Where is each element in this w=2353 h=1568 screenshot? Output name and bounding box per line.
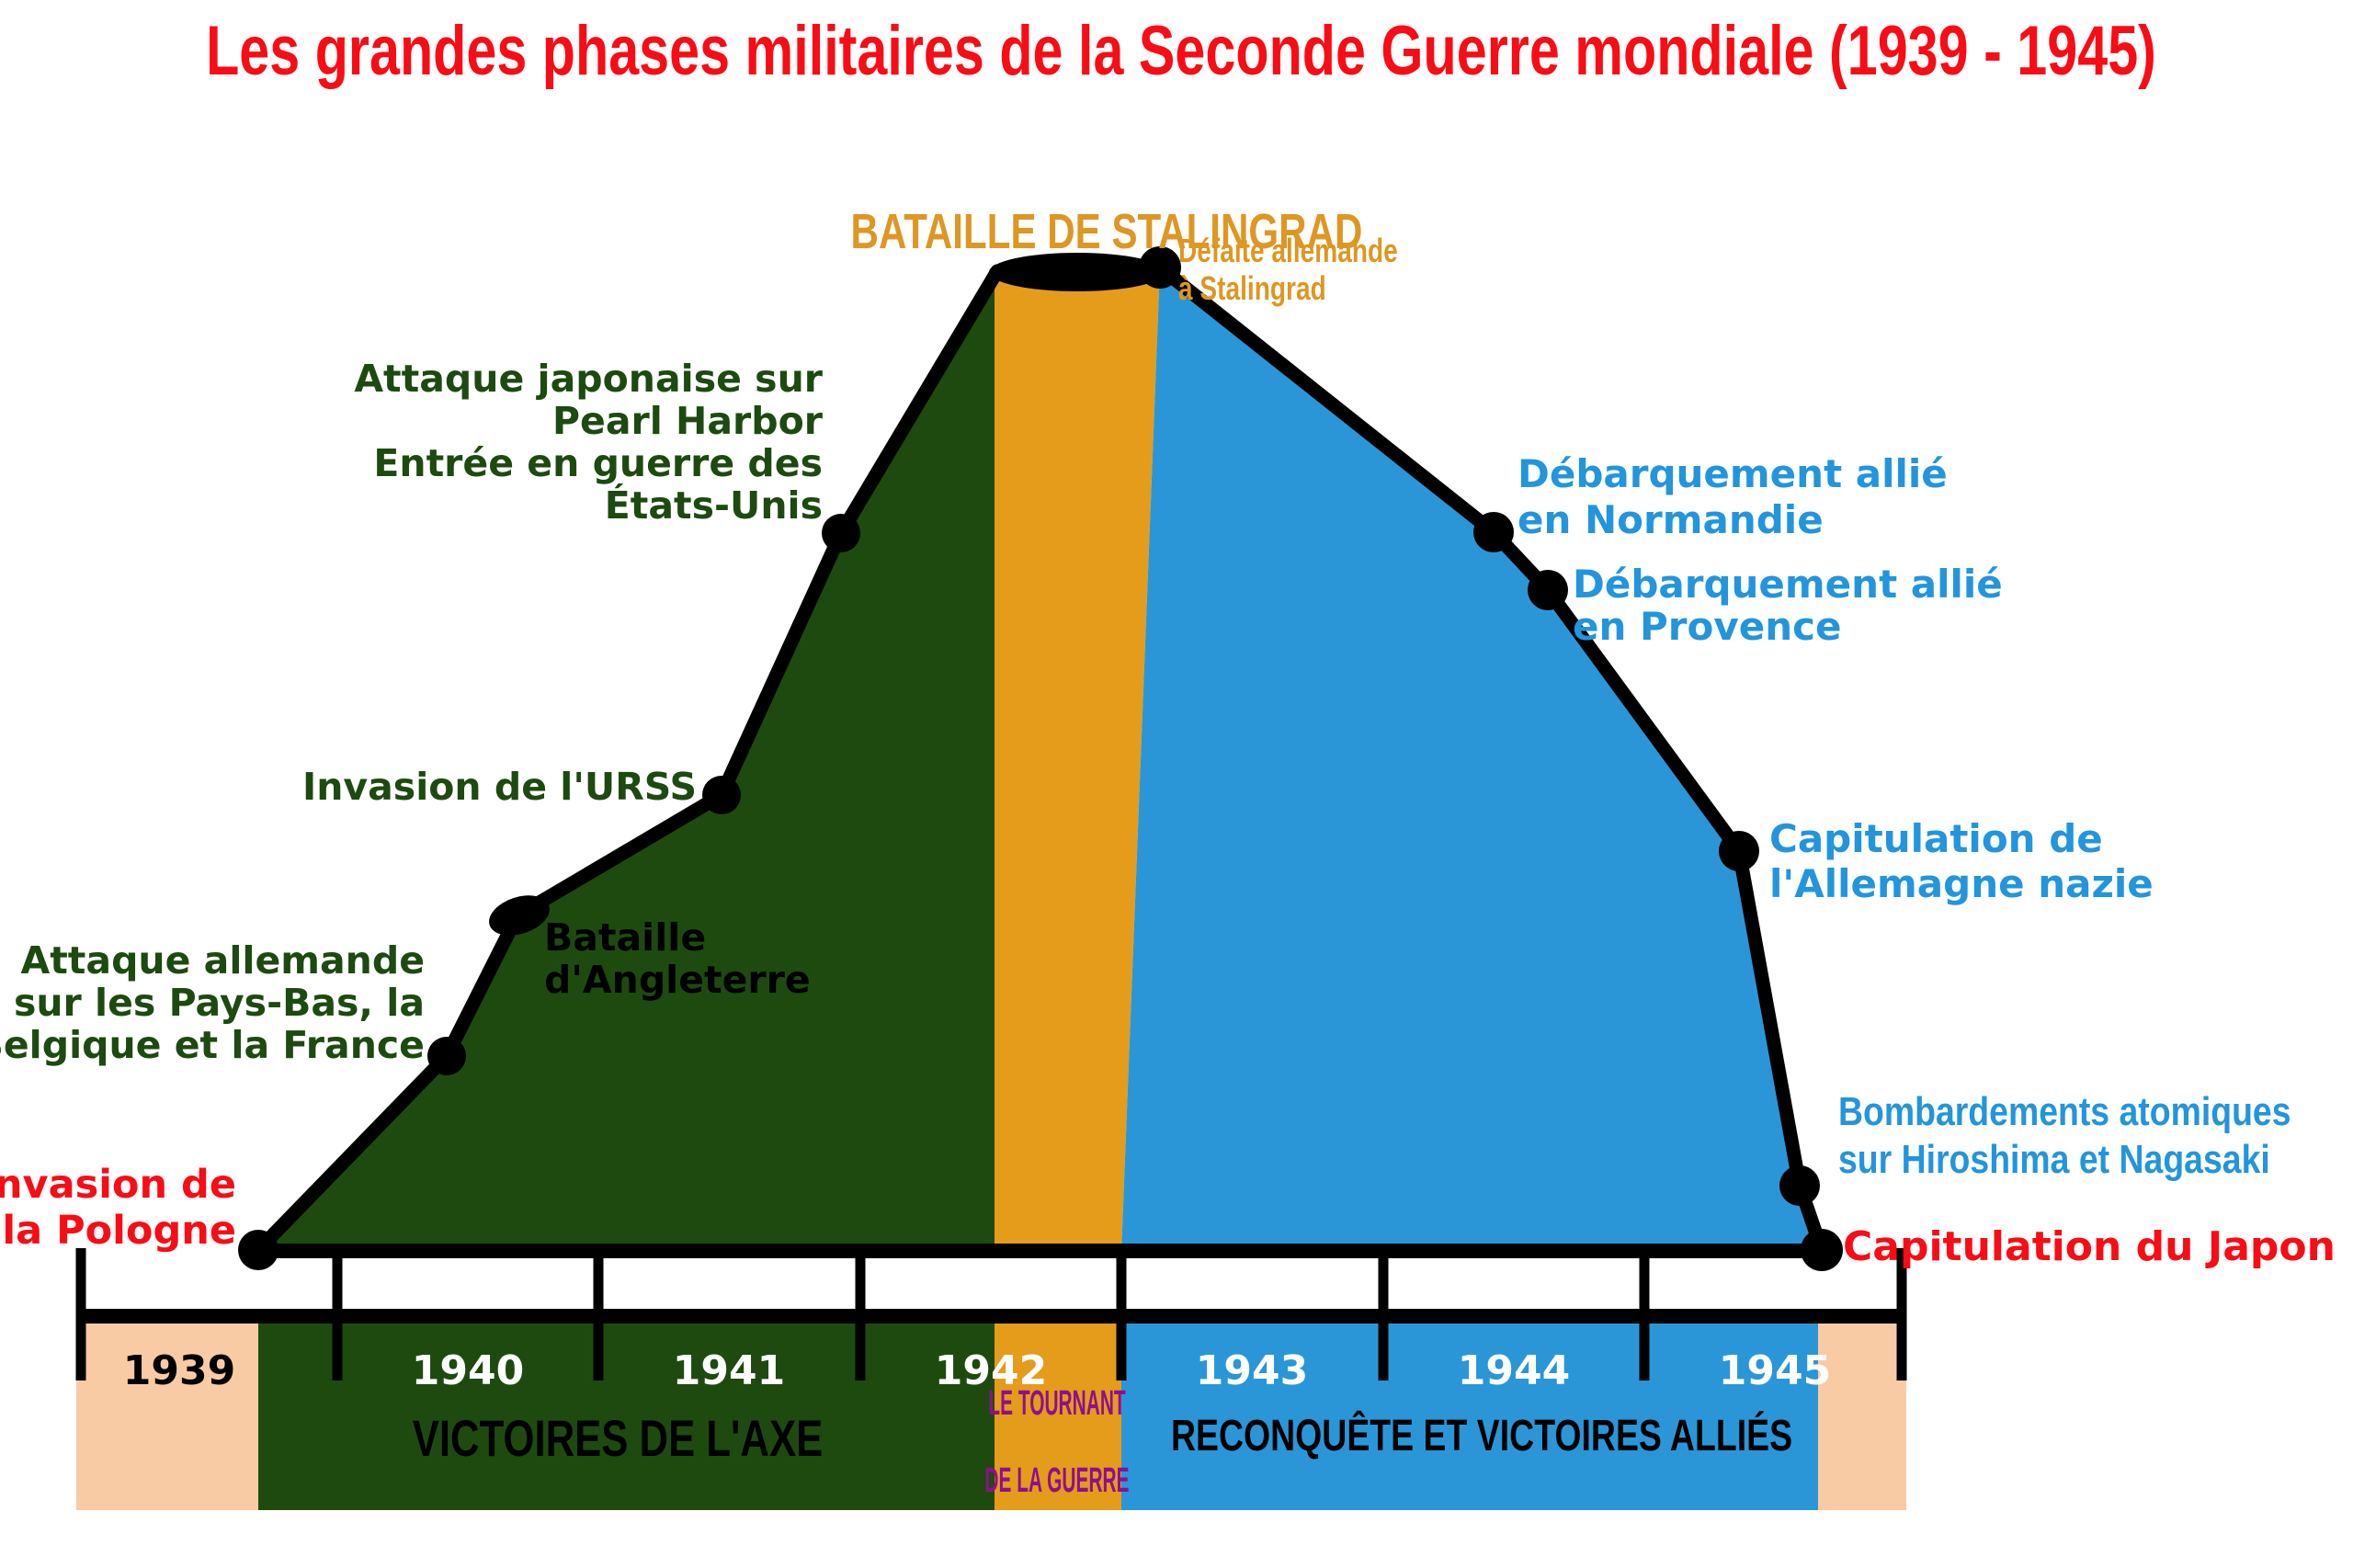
normandie-line1: Débarquement allié: [1518, 451, 1948, 496]
region-axis-victories: [258, 271, 995, 1252]
pearl-harbor-line2: Pearl Harbor: [551, 399, 823, 443]
allemagne-line1: Capitulation de: [1769, 816, 2103, 861]
year-1939: 1939: [122, 1347, 236, 1394]
band-peach-right: [1818, 1324, 1906, 1510]
event-dot-pays-bas: [427, 1037, 466, 1075]
battle-britain-line2: d'Angleterre: [544, 958, 811, 1002]
stalingrad-defeat-label: Défaite allemande à Stalingrad: [1178, 233, 1460, 308]
event-dot-provence: [1528, 570, 1568, 610]
pays-bas-line3: Belgique et la France: [0, 1023, 425, 1067]
band-peach-left: [76, 1324, 258, 1510]
urss-line1: Invasion de l'URSS: [301, 765, 697, 809]
battle-britain-ellipse: [489, 895, 550, 936]
band-turning-point: [995, 1324, 1121, 1510]
year-1942: 1942: [934, 1347, 1048, 1394]
year-1944: 1944: [1457, 1347, 1571, 1394]
event-dot-pologne: [238, 1230, 278, 1270]
pearl-harbor-line4: États-Unis: [604, 483, 823, 528]
phase-allies-caption: RECONQUÊTE ET VICTOIRES ALLIÉS: [1170, 1412, 1793, 1460]
event-dot-allemagne: [1719, 831, 1759, 871]
phase-axis-caption: VICTOIRES DE L'AXE: [412, 1409, 824, 1467]
pologne-line2: la Pologne: [2, 1208, 236, 1254]
pays-bas-line2: sur les Pays-Bas, la: [13, 981, 425, 1025]
stalingrad-defeat-line2: à Stalingrad: [1178, 269, 1326, 307]
year-1940: 1940: [411, 1347, 525, 1394]
event-dot-japon: [1801, 1229, 1843, 1271]
pologne-label: Invasion de la Pologne: [0, 1162, 236, 1254]
region-allied-victories: [1121, 267, 1822, 1252]
stalingrad-defeat-line1: Défaite allemande: [1178, 232, 1398, 269]
pearl-harbor-line1: Attaque japonaise sur: [354, 357, 823, 401]
band-top-line: [76, 1309, 1906, 1324]
battle-britain-line1: Bataille: [544, 915, 707, 960]
band-allied-victories: [1121, 1324, 1818, 1510]
normandie-line2: en Normandie: [1518, 497, 1824, 542]
stalingrad-heading: BATAILLE DE STALINGRAD: [850, 204, 1363, 259]
phase-turning-caption-line2: DE LA GUERRE: [984, 1461, 1130, 1500]
event-dot-normandie: [1473, 512, 1514, 552]
provence-label: Débarquement allié en Provence: [1573, 563, 2003, 648]
normandie-label: Débarquement allié en Normandie: [1518, 451, 1948, 543]
pologne-line1: Invasion de: [0, 1162, 236, 1208]
allemagne-line2: l'Allemagne nazie: [1769, 861, 2154, 906]
pearl-harbor-label: Attaque japonaise sur Pearl Harbor Entré…: [354, 358, 823, 527]
japon-label: Capitulation du Japon: [1843, 1223, 2336, 1270]
battle-britain-label: Bataille d'Angleterre: [544, 916, 811, 1001]
phase-turning-caption-line1: LE TOURNANT: [988, 1384, 1126, 1423]
hiroshima-label: Bombardements atomiques sur Hiroshima et…: [1838, 1088, 2353, 1184]
provence-line2: en Provence: [1573, 604, 1842, 649]
pearl-harbor-line3: Entrée en guerre des: [373, 441, 823, 485]
pays-bas-label: Attaque allemande sur les Pays-Bas, la B…: [0, 939, 425, 1066]
provence-line1: Débarquement allié: [1573, 562, 2003, 607]
urss-label: Invasion de l'URSS: [302, 765, 697, 809]
summit-cap-ellipse: [989, 253, 1165, 291]
year-1941: 1941: [672, 1347, 786, 1394]
year-1945: 1945: [1718, 1347, 1832, 1394]
hiroshima-line1: Bombardements atomiques: [1838, 1089, 2291, 1134]
allemagne-label: Capitulation de l'Allemagne nazie: [1769, 816, 2154, 906]
event-dot-urss: [702, 776, 741, 814]
event-dot-stalingrad: [1139, 246, 1181, 289]
hiroshima-line2: sur Hiroshima et Nagasaki: [1838, 1137, 2270, 1182]
pays-bas-line1: Attaque allemande: [20, 938, 425, 983]
region-turning-point: [995, 267, 1160, 1252]
event-dot-hiroshima: [1779, 1165, 1820, 1206]
page-title: Les grandes phases militaires de la Seco…: [206, 12, 2156, 90]
year-1943: 1943: [1195, 1347, 1309, 1394]
japon-line1: Capitulation du Japon: [1843, 1223, 2336, 1270]
band-axis-victories: [258, 1324, 995, 1510]
event-dot-pearl-harbor: [822, 514, 860, 552]
